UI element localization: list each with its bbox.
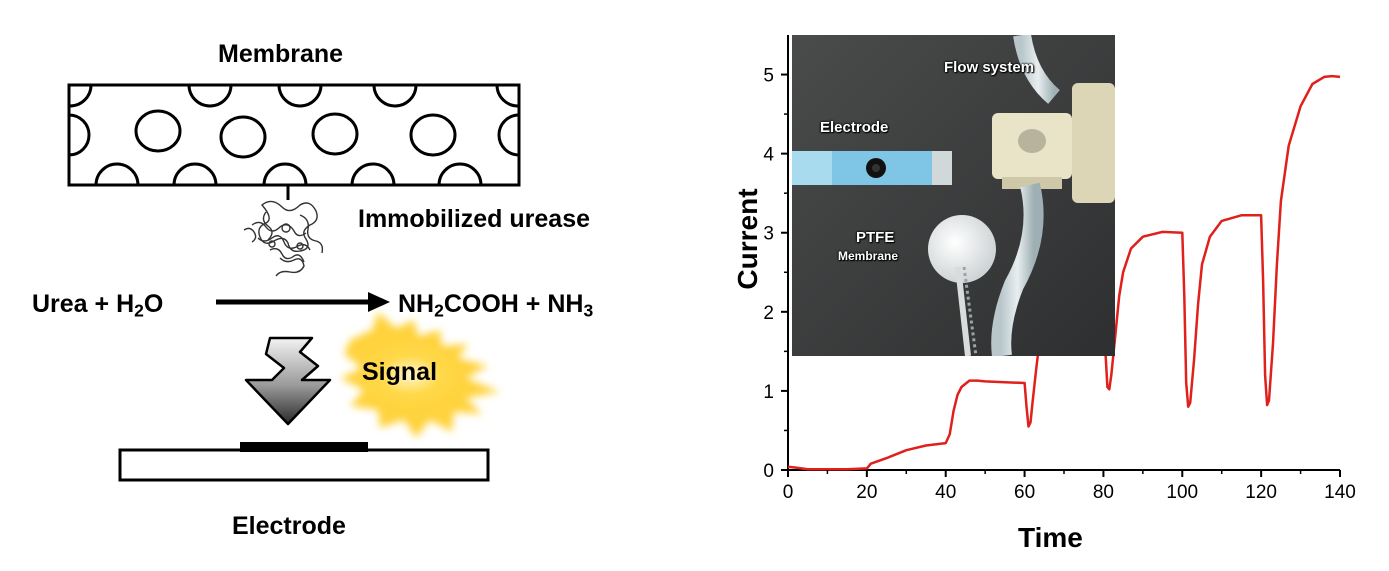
signal-label: Signal [362,358,438,386]
reactant-water: H2O [116,290,164,321]
signal-burst [340,312,500,438]
tube-top [1013,35,1061,104]
x-tick-label: 20 [856,482,877,503]
electrode-strip [792,151,952,185]
current-series-line [787,74,1341,471]
reaction-arrow [216,292,390,312]
x-tick-label: 100 [1166,482,1198,503]
urease-enzyme-icon [243,200,324,277]
photo-drawing [792,35,1115,356]
flow-cell [992,83,1115,203]
y-tick-label: 0 [763,461,774,482]
y-tick-label: 2 [763,303,774,324]
product-ammonia: NH3 [547,290,594,321]
reactant-urea: Urea [32,290,88,318]
x-tick-label: 40 [935,482,956,503]
chart-panel: 0 20 40 60 80 100 120 140 0 1 2 3 4 5 [700,0,1389,571]
membrane-block [67,83,521,187]
plus-sign: + [518,290,548,318]
electrode-label: Electrode [232,512,346,540]
membrane-label: Membrane [218,40,344,68]
x-tick-label: 140 [1324,482,1356,503]
photo-label-membrane: Membrane [838,249,899,263]
x-tick-label: 60 [1014,482,1035,503]
current-time-chart: 0 20 40 60 80 100 120 140 0 1 2 3 4 5 [763,35,1356,503]
photo-label-electrode: Electrode [820,119,889,136]
electrode-block [118,442,490,482]
product-carbamic-acid: NH2COOH [398,290,519,321]
chart-y-axis-label: Current [732,188,763,290]
y-tick-label: 4 [763,145,774,166]
schematic-panel: Membrane [32,40,593,540]
y-tick-label: 1 [763,382,774,403]
tweezers [955,266,978,356]
reaction-right: NH2COOH + NH3 [398,290,593,321]
y-tick-label: 5 [763,66,774,87]
photo-label-ptfe: PTFE [856,229,895,246]
ptfe-disc [928,215,996,283]
plus-sign: + [87,290,117,318]
x-tick-label: 120 [1245,482,1277,503]
x-tick-label: 80 [1093,482,1114,503]
x-tick-label: 0 [783,482,794,503]
reaction-left: Urea + H2O [32,290,163,321]
chart-x-axis-label: Time [1018,522,1083,553]
tube-bottom [991,182,1044,356]
flow-system-photo: Flow system Electrode PTFE Membrane [792,35,1115,356]
enzyme-label: Immobilized urease [358,205,591,233]
y-tick-label: 3 [763,224,774,245]
schematic-drawing [67,83,521,482]
signal-arrow [244,336,332,426]
photo-label-flow-system: Flow system [944,59,1035,76]
